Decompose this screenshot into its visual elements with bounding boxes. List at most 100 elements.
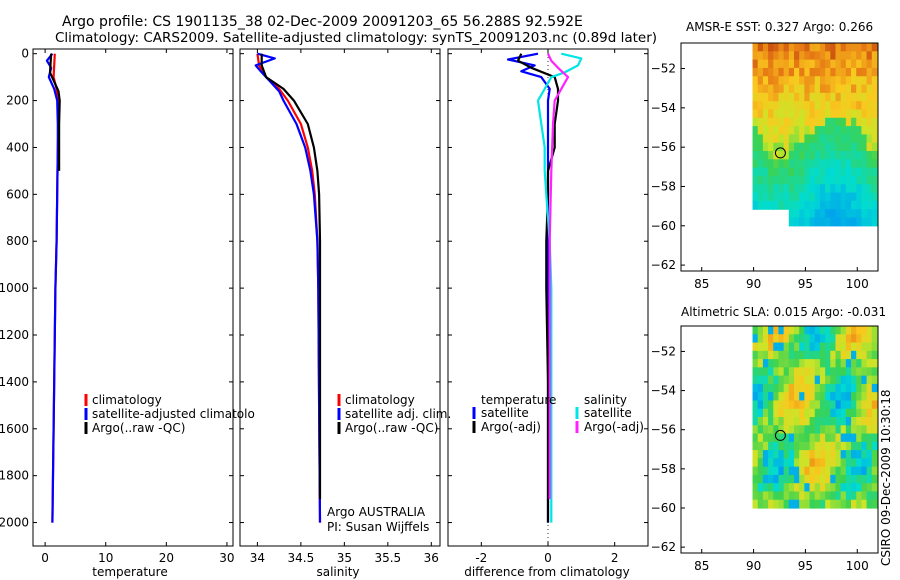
map-cell	[851, 151, 857, 160]
map-cell	[851, 159, 857, 169]
map-cell	[768, 126, 774, 135]
map-cell	[871, 425, 878, 435]
map-cell	[768, 342, 774, 352]
map-cell	[819, 184, 826, 194]
map-cell	[861, 51, 868, 61]
map-cell	[845, 499, 852, 509]
map-cell	[783, 417, 790, 426]
map-cell	[814, 375, 821, 385]
map-cell	[819, 400, 826, 410]
map-cell	[783, 342, 790, 352]
map-cell	[825, 392, 831, 402]
map-cell	[757, 126, 764, 135]
map-cell	[757, 359, 764, 368]
map-cell	[783, 159, 790, 169]
map-cell	[768, 491, 774, 501]
map-cell	[773, 134, 780, 144]
map-cell	[752, 167, 759, 177]
map-cell	[752, 433, 759, 443]
map-cell	[819, 450, 826, 459]
map-cell	[866, 200, 873, 210]
map-cell	[851, 383, 857, 393]
map-cell	[825, 84, 831, 94]
map-cell	[778, 425, 785, 435]
map-cell	[871, 43, 878, 52]
map-cell	[856, 466, 863, 476]
map-cell	[840, 142, 847, 152]
x-tick-label: 2	[611, 551, 619, 565]
map-cell	[830, 350, 837, 360]
map-cell	[861, 499, 868, 509]
map-cell	[830, 126, 837, 135]
map-cell	[845, 450, 852, 459]
map-cell	[830, 184, 837, 194]
map-cell	[861, 433, 868, 443]
map-cell	[752, 151, 759, 160]
map-cell	[773, 101, 780, 111]
map-cell	[773, 159, 780, 169]
map-cell	[809, 84, 816, 94]
map-cell	[788, 499, 795, 509]
map-cell	[814, 92, 821, 102]
map-cell	[773, 400, 780, 410]
map-cell	[809, 450, 816, 459]
map-cell	[861, 167, 868, 177]
map-cell	[856, 383, 863, 393]
map-cell	[809, 458, 816, 468]
map-cell	[856, 458, 863, 468]
map-cell	[788, 59, 795, 69]
map-cell	[757, 200, 764, 210]
map-cell	[757, 142, 764, 152]
map-cell	[778, 43, 785, 52]
map-cell	[809, 417, 816, 426]
map-cell	[762, 101, 769, 111]
map-cell	[840, 117, 847, 127]
map-cell	[783, 109, 790, 119]
map-cell	[856, 92, 863, 102]
map-cell	[845, 483, 852, 493]
map-cell	[835, 142, 842, 152]
map-cell	[768, 350, 774, 360]
map-cell	[861, 326, 868, 335]
x-tick-label: -2	[475, 551, 487, 565]
map-cell	[856, 151, 863, 160]
map-cell	[845, 51, 852, 61]
sst-map-axes	[680, 42, 879, 272]
map-cell	[799, 117, 805, 127]
map-cell	[840, 192, 847, 202]
map-cell	[783, 466, 790, 476]
map-cell	[768, 159, 774, 169]
map-cell	[778, 466, 785, 476]
map-cell	[788, 209, 795, 219]
map-cell	[768, 142, 774, 152]
y-tick-label: −58	[651, 179, 676, 193]
map-cell	[835, 326, 842, 335]
map-cell	[861, 184, 868, 194]
map-cell	[830, 367, 837, 377]
map-cell	[835, 408, 842, 418]
map-cell	[768, 192, 774, 202]
map-cell	[830, 417, 837, 426]
map-cell	[856, 433, 863, 443]
map-cell	[788, 326, 795, 335]
map-cell	[799, 109, 805, 119]
map-cell	[835, 184, 842, 194]
map-cell	[788, 375, 795, 385]
map-cell	[840, 209, 847, 219]
map-cell	[762, 326, 769, 335]
map-cell	[830, 142, 837, 152]
map-cell	[830, 408, 837, 418]
map-cell	[768, 151, 774, 160]
map-cell	[830, 67, 837, 77]
map-cell	[773, 350, 780, 360]
map-cell	[788, 359, 795, 368]
map-cell	[840, 134, 847, 144]
map-cell	[804, 499, 811, 509]
map-cell	[804, 92, 811, 102]
legend-header-salinity: salinity	[584, 393, 627, 407]
map-cell	[830, 209, 837, 219]
map-cell	[861, 342, 868, 352]
map-cell	[788, 400, 795, 410]
map-cell	[794, 134, 800, 144]
map-cell	[825, 76, 831, 86]
